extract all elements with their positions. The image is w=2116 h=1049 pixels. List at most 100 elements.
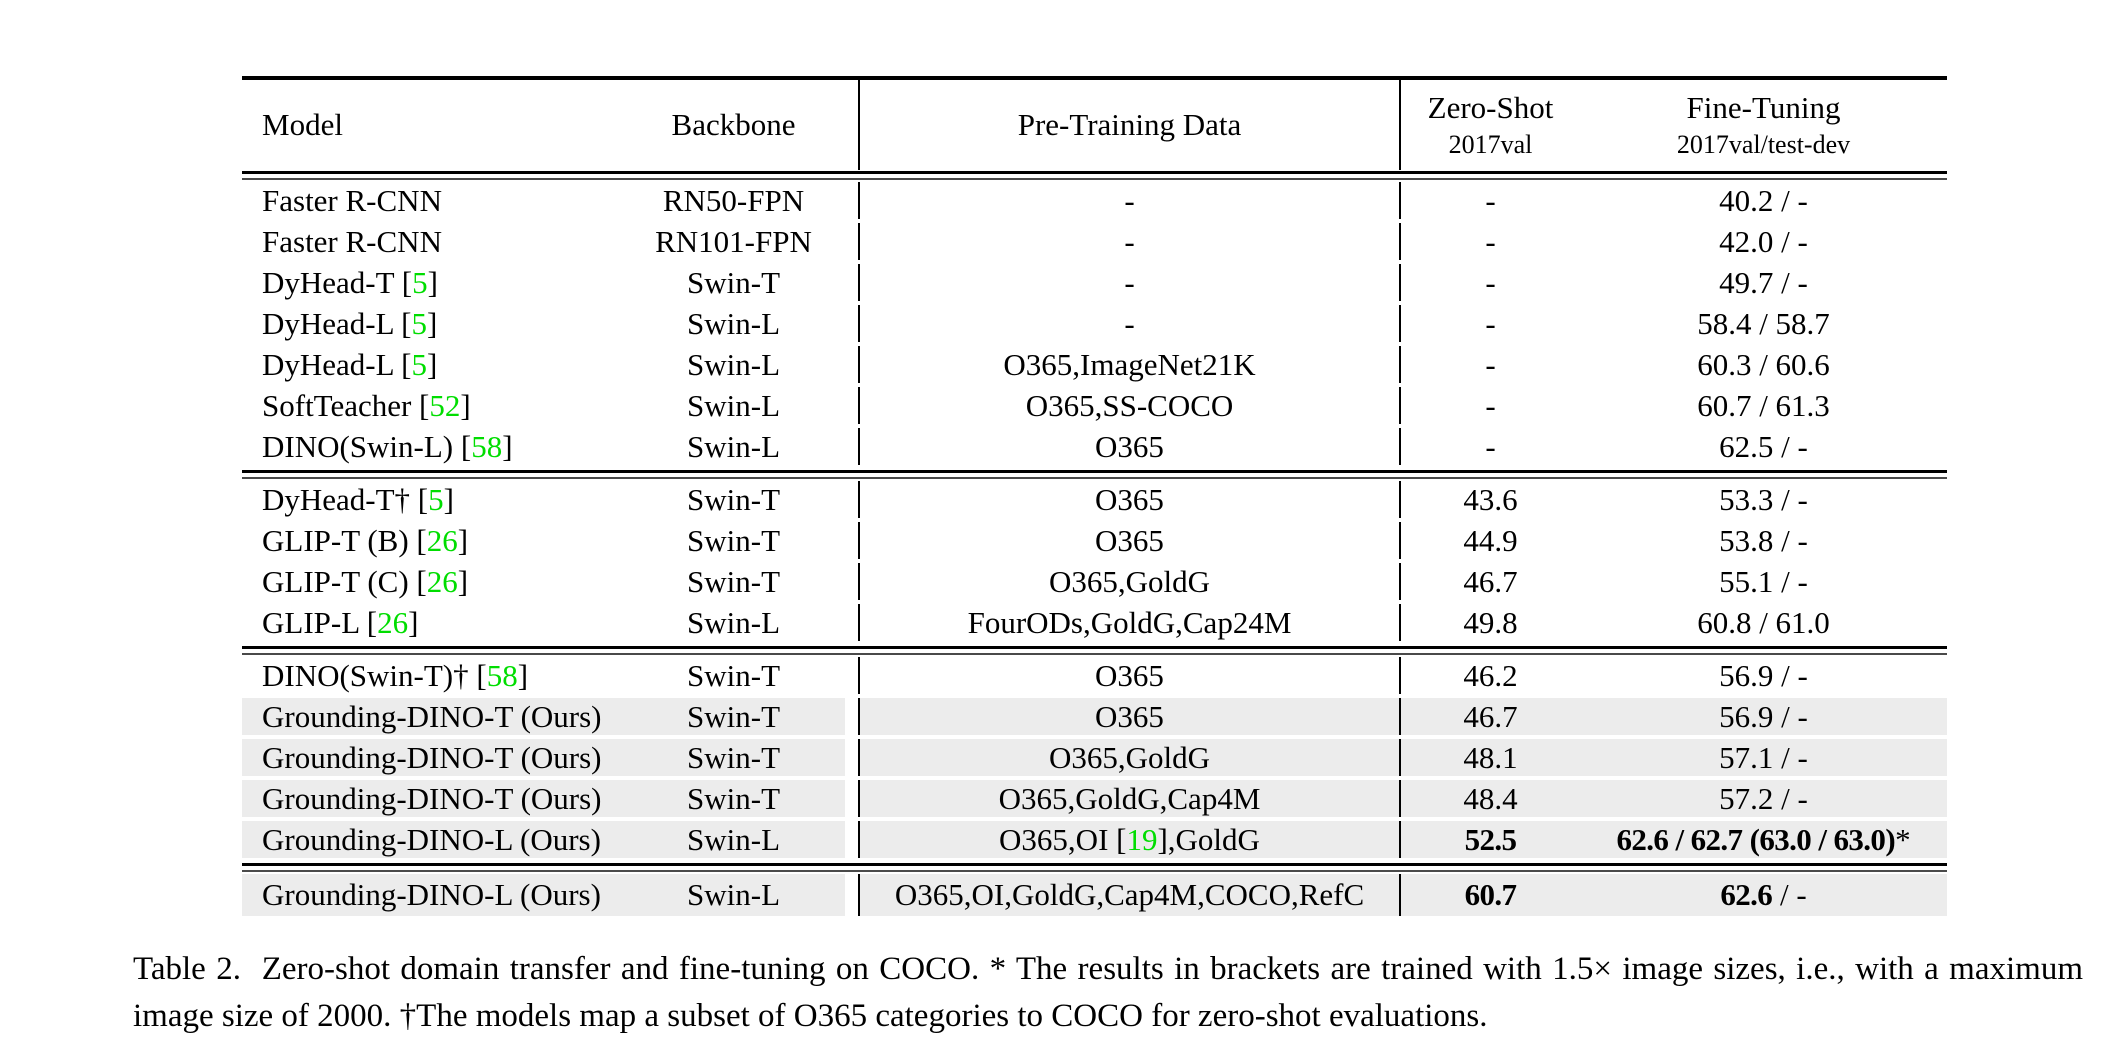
- cell-text: RN50-FPN: [662, 182, 805, 218]
- model-cell: Grounding-DINO-T (Ours): [242, 696, 622, 739]
- zeroshot-cell: 52.5: [1399, 819, 1580, 862]
- backbone-cell: Swin-T: [622, 262, 845, 305]
- pretrain-cell: O365,OI,GoldG,Cap4M,COCO,RefC: [858, 874, 1400, 920]
- cell-text: Swin-T: [687, 522, 780, 558]
- results-table: Model Backbone Pre-Training Data Zero-Sh…: [242, 76, 1947, 920]
- table-row: GLIP-L [26] Swin-L FourODs,GoldG,Cap24M 49.…: [242, 602, 1947, 645]
- cell-text: Swin-T: [687, 698, 780, 734]
- model-cell: DyHead-L [5]: [242, 303, 622, 346]
- citation-number: 58: [486, 657, 518, 693]
- model-cell: Grounding-DINO-L (Ours): [242, 819, 622, 862]
- cell-text: Swin-L: [687, 305, 780, 341]
- zeroshot-cell: 44.9: [1399, 520, 1580, 563]
- pretrain-cell: O365: [858, 520, 1400, 563]
- cell-text: -: [1124, 305, 1135, 341]
- cell-text: -: [1124, 264, 1135, 300]
- cell-text: O365: [1095, 428, 1164, 464]
- model-cell: DyHead-T [5]: [242, 262, 622, 305]
- cell-text: GLIP-L [: [262, 604, 378, 640]
- cell-text: ]: [426, 305, 438, 341]
- cell-text: Faster R-CNN: [262, 182, 442, 218]
- double-rule: [242, 645, 1947, 657]
- model-cell: DyHead-T† [5]: [242, 481, 622, 522]
- gap-cell: [845, 520, 859, 563]
- model-cell: DINO(Swin-T)† [58]: [242, 657, 622, 698]
- cell-text: 60.7 / 61.3: [1697, 387, 1830, 423]
- cell-text: 49.7 / -: [1719, 264, 1808, 300]
- column-gap: [845, 78, 859, 170]
- backbone-cell: Swin-L: [622, 385, 845, 428]
- cell-text: -: [1124, 223, 1135, 259]
- cell-text: O365,GoldG: [1048, 563, 1211, 599]
- backbone-cell: RN50-FPN: [622, 182, 845, 223]
- cell-text: Swin-T: [687, 264, 780, 300]
- rule-line: [242, 171, 1947, 174]
- cell-text: 48.4: [1463, 780, 1518, 816]
- citation-number: 58: [471, 428, 503, 464]
- double-rule: [242, 469, 1947, 481]
- cell-text: ]: [457, 522, 469, 558]
- section-divider-cell: [242, 860, 1947, 874]
- model-cell: Grounding-DINO-L (Ours): [242, 874, 622, 920]
- finetune-cell: 53.8 / -: [1580, 520, 1947, 563]
- cell-text: 52.5: [1464, 821, 1517, 857]
- cell-text: DINO(Swin-L) [: [262, 428, 472, 464]
- section-divider: [242, 860, 1947, 874]
- cell-text: O365,OI [: [999, 821, 1127, 857]
- zeroshot-cell: -: [1399, 426, 1580, 469]
- cell-text: -: [1485, 223, 1496, 259]
- pretrain-cell: O365,GoldG: [858, 737, 1400, 780]
- zeroshot-cell: -: [1399, 182, 1580, 223]
- cell-text: 49.8: [1463, 604, 1518, 640]
- cell-text: 43.6: [1463, 481, 1518, 517]
- cell-text: O365: [1095, 481, 1164, 517]
- cell-text: 40.2 / -: [1719, 182, 1808, 218]
- cell-text: O365,OI,GoldG,Cap4M,COCO,RefC: [894, 877, 1365, 912]
- backbone-cell: Swin-T: [622, 481, 845, 522]
- cell-text: -: [1485, 346, 1496, 382]
- cell-text: Swin-T: [687, 657, 780, 693]
- backbone-cell: Swin-L: [622, 874, 845, 920]
- cell-text: FourODs,GoldG,Cap24M: [967, 604, 1292, 640]
- rule-line: [242, 870, 1947, 872]
- cell-text: DyHead-L [: [262, 305, 412, 341]
- section-divider: [242, 170, 1947, 182]
- cell-text: 44.9: [1463, 522, 1518, 558]
- model-cell: DyHead-L [5]: [242, 344, 622, 387]
- zeroshot-cell: 48.1: [1399, 737, 1580, 780]
- cell-text: Swin-T: [687, 481, 780, 517]
- cell-text: DyHead-L [: [262, 346, 412, 382]
- cell-text: Swin-L: [687, 387, 780, 423]
- cell-text: 56.9 / -: [1719, 657, 1808, 693]
- cell-text: 55.1 / -: [1719, 563, 1808, 599]
- gap-cell: [845, 303, 859, 346]
- citation-number: 5: [411, 305, 427, 341]
- table-caption: Table 2. Zero-shot domain transfer and f…: [133, 951, 2083, 1034]
- cell-text: / -: [1772, 877, 1807, 912]
- zeroshot-cell: -: [1399, 303, 1580, 346]
- zeroshot-cell: 46.2: [1399, 657, 1580, 698]
- pretrain-cell: -: [858, 262, 1400, 305]
- backbone-cell: Swin-T: [622, 657, 845, 698]
- pretrain-cell: -: [858, 303, 1400, 346]
- section-divider-cell: [242, 467, 1947, 481]
- table-body: Model Backbone Pre-Training Data Zero-Sh…: [242, 78, 1947, 920]
- gap-cell: [845, 221, 859, 264]
- cell-text: 53.3 / -: [1719, 481, 1808, 517]
- gap-cell: [845, 737, 859, 780]
- cell-text: 60.3 / 60.6: [1697, 346, 1830, 382]
- finetune-header-line1: Fine-Tuning: [1686, 90, 1841, 125]
- pretrain-cell: O365,GoldG,Cap4M: [858, 778, 1400, 821]
- gap-cell: [845, 262, 859, 305]
- model-cell: Faster R-CNN: [242, 221, 622, 264]
- gap-cell: [845, 602, 859, 645]
- zeroshot-cell: 49.8: [1399, 602, 1580, 645]
- cell-text: Swin-L: [687, 604, 780, 640]
- backbone-cell: Swin-T: [622, 561, 845, 604]
- rule-line: [242, 477, 1947, 479]
- model-cell: Grounding-DINO-T (Ours): [242, 737, 622, 780]
- cell-text: Grounding-DINO-T (Ours): [262, 739, 602, 775]
- model-cell: GLIP-L [26]: [242, 602, 622, 645]
- cell-text: ]: [426, 346, 438, 382]
- cell-text: Swin-L: [687, 346, 780, 382]
